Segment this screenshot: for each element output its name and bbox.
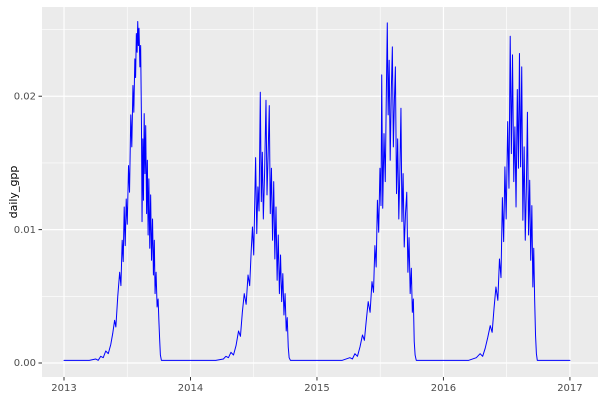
- y-axis-label: daily_gpp: [7, 165, 20, 219]
- y-tick-label: 0.02: [14, 91, 36, 102]
- x-tick-label: 2017: [557, 383, 582, 394]
- x-tick-label: 2015: [304, 383, 329, 394]
- y-tick-label: 0.00: [14, 358, 36, 369]
- y-tick-label: 0.01: [14, 225, 36, 236]
- plot-panel: [42, 7, 598, 377]
- gpp-line: [63, 21, 571, 361]
- x-tick-label: 2014: [178, 383, 203, 394]
- x-tick-label: 2016: [431, 383, 456, 394]
- x-tick-label: 2013: [51, 383, 76, 394]
